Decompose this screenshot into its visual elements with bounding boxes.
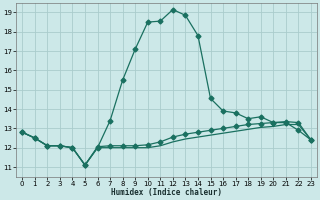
X-axis label: Humidex (Indice chaleur): Humidex (Indice chaleur) bbox=[111, 188, 222, 197]
